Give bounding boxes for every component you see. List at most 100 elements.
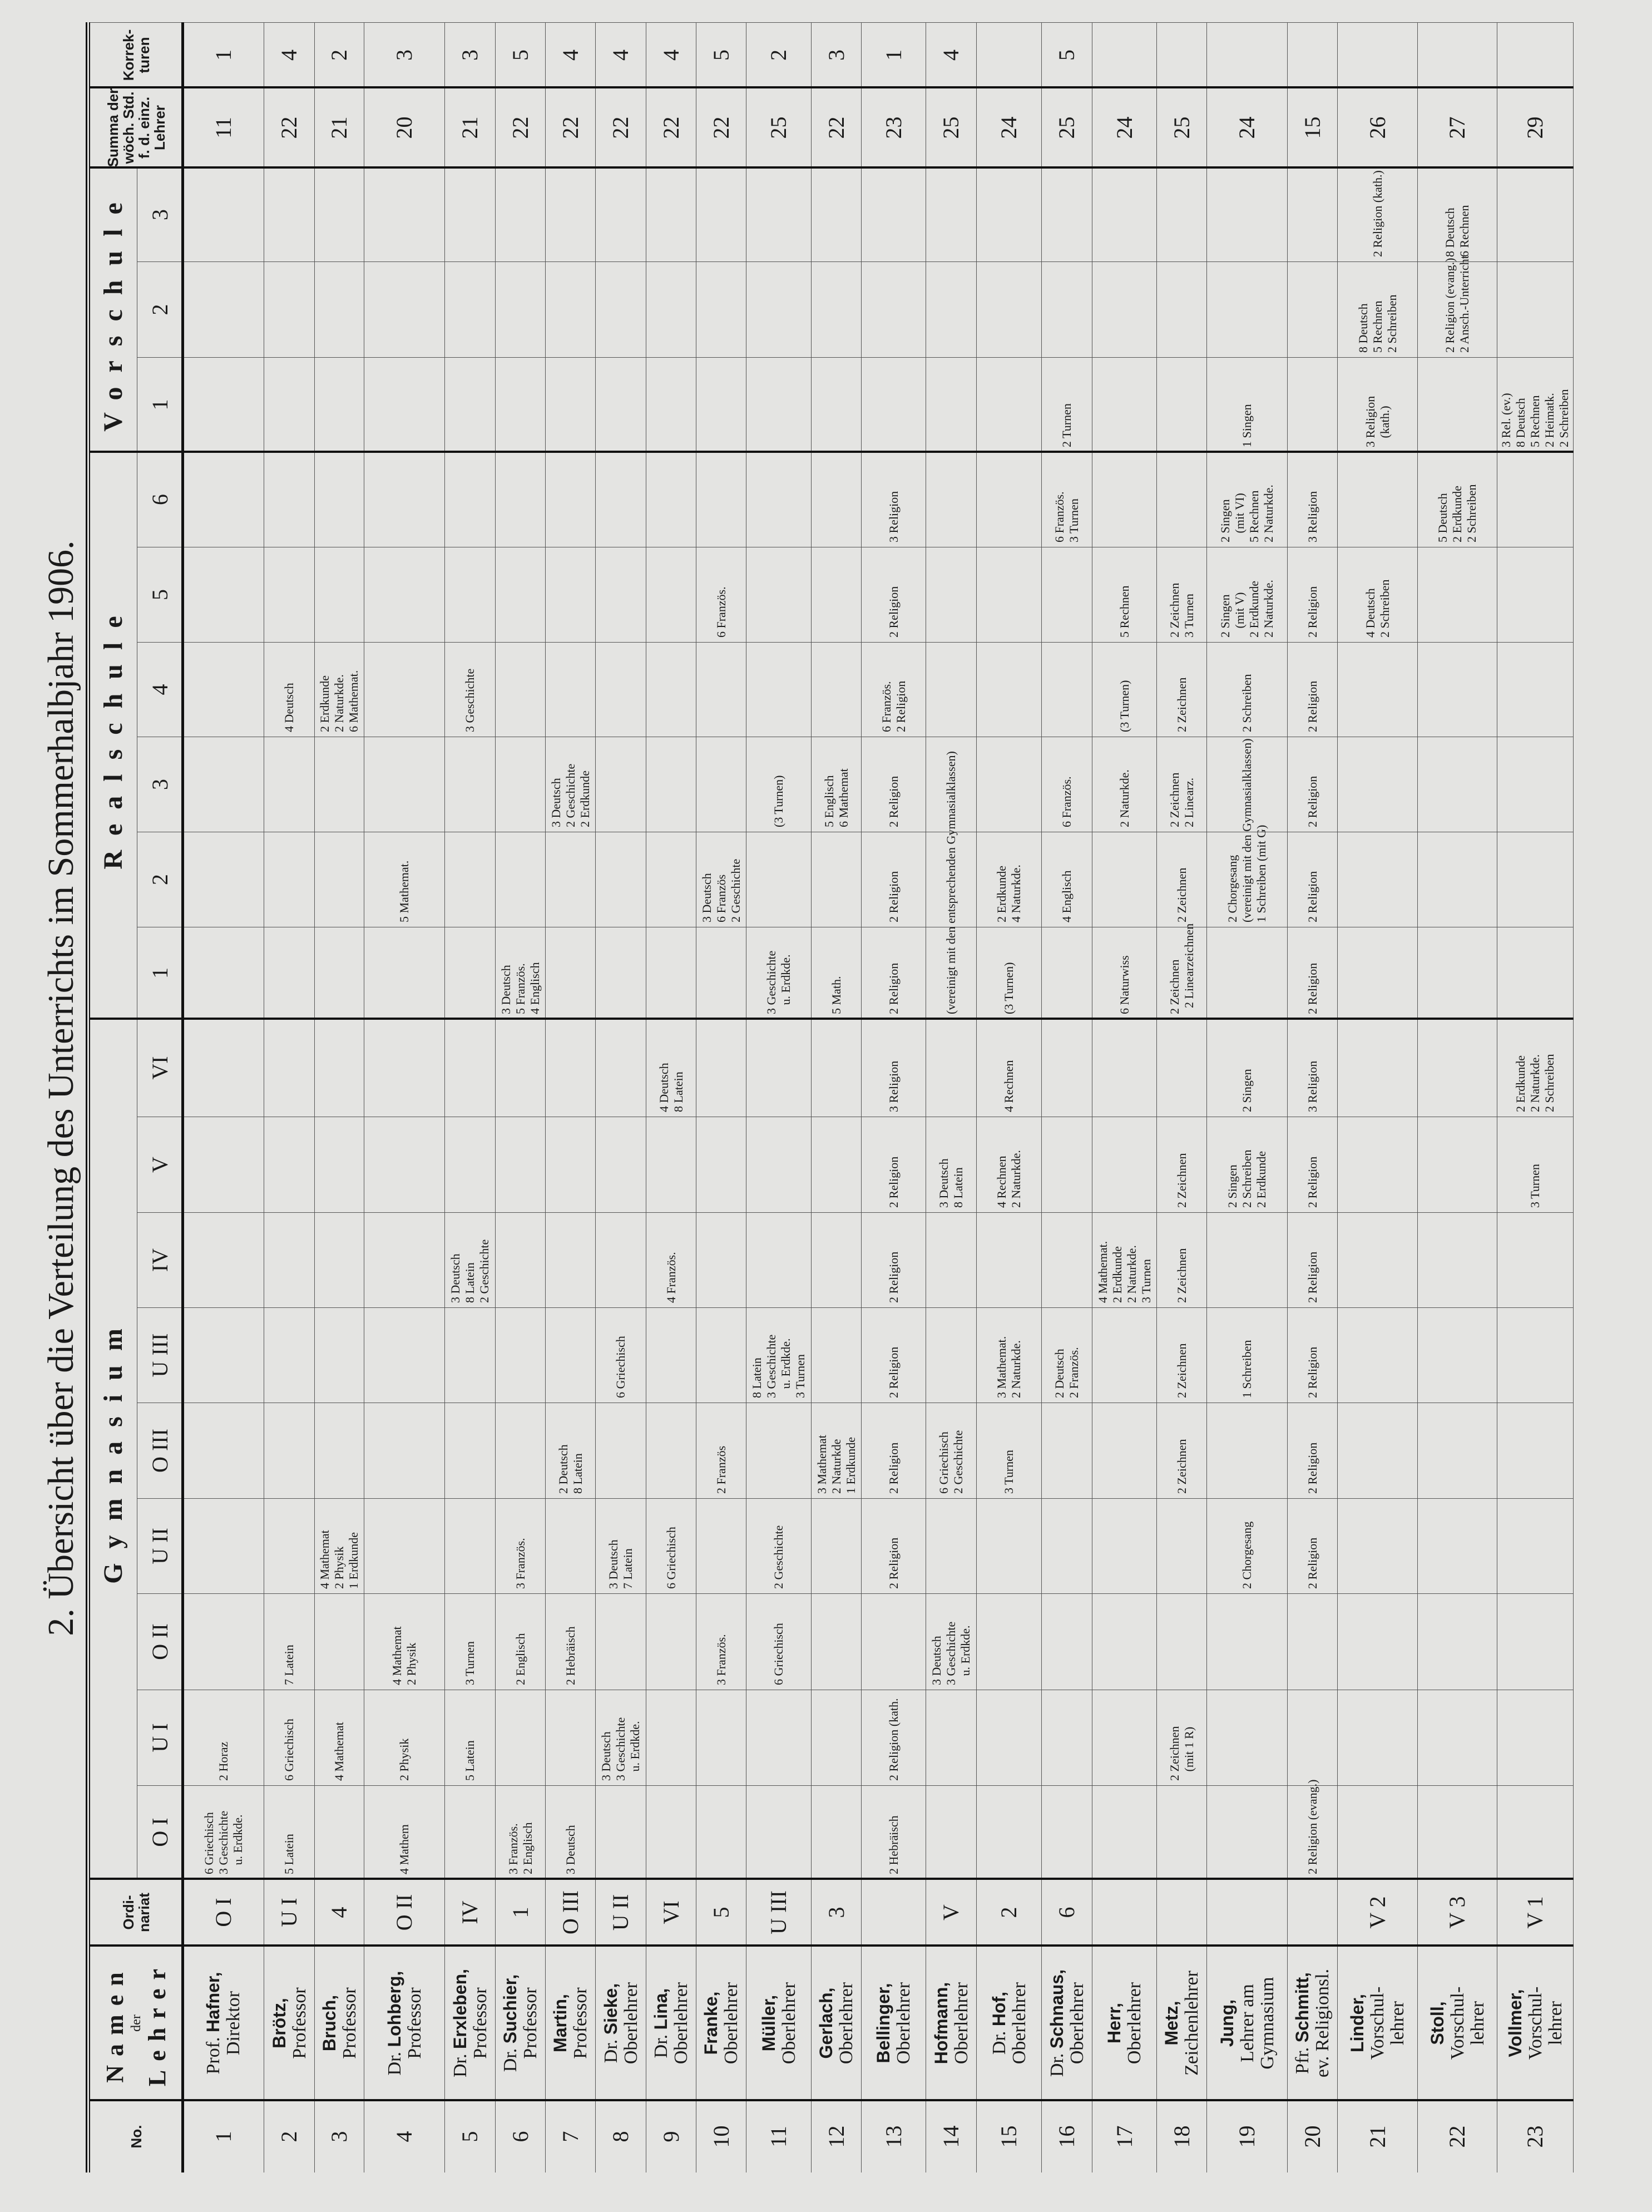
lesson-cell-v-text: 3 Turnen [1528,1164,1542,1208]
lesson-cell-oiii [1418,1403,1497,1498]
row-number-text: 12 [823,2125,849,2148]
surname: Hafner, [203,1972,223,2032]
lesson-cell-uii [1042,1498,1092,1593]
ordinariat-cell [1092,1879,1157,1946]
lesson-cell-vi [546,1019,596,1117]
lesson-cell-r6: 5 Deutsch 2 Erdkunde 2 Schreiben [1418,452,1497,547]
lesson-cell-r5 [445,547,496,642]
lesson-cell-r3-text: 5 Englisch 6 Mathemat [822,768,850,827]
column-divider [90,451,1574,453]
corrections-count-text: 4 [608,50,633,61]
lesson-cell-uii-text: 3 Französ. [513,1538,527,1589]
lesson-cell-oii: 2 Englisch [496,1593,546,1690]
lesson-cell-oii [812,1593,862,1690]
lesson-cell-v3 [183,167,264,261]
lesson-cell-r2 [496,832,546,927]
ordinariat-cell [1288,1879,1338,1946]
surname: Linder, [1347,1994,1367,2052]
header-korrekturen: Korrek- turen [90,22,183,87]
lesson-cell-v1 [364,357,445,452]
lesson-cell-r3 [646,737,696,832]
lesson-cell-r3-text: 2 Zeichnen 2 Linearz. [1167,772,1196,827]
lesson-cell-uiii: 8 Latein 3 Geschichte u. Erdkde. 3 Turne… [746,1307,812,1403]
lesson-cell-uiii-text: 6 Griechisch [614,1336,627,1398]
lesson-cell-v3 [1207,167,1288,261]
lesson-cell-r6-text: 3 Religion [1305,491,1319,542]
ordinariat-cell-text: U I [276,1898,301,1927]
lesson-cell-v3 [445,167,496,261]
teacher-role: Oberlehrer [1124,1982,1145,2065]
ordinariat-cell: 3 [812,1879,862,1946]
lesson-cell-oii [183,1593,264,1690]
lesson-cell-uii [264,1498,315,1593]
header-class-v3-text: 3 [147,209,172,220]
lesson-cell-r5 [264,547,315,642]
weekly-hours-sum-text: 15 [1299,116,1325,139]
ordinariat-cell-text: VI [658,1900,684,1924]
header-class-vi: VI [137,1019,183,1117]
surname: Gerlach, [816,1987,836,2059]
lesson-cell-uii [926,1498,977,1593]
lesson-cell-uiii [1338,1307,1418,1403]
lesson-cell-oiii: 3 Turnen [977,1403,1042,1498]
lesson-cell-uii-text: 6 Griechisch [664,1527,678,1589]
header-class-r1-text: 1 [147,967,172,979]
lesson-cell-uii: 3 Französ. [496,1498,546,1593]
lesson-cell-r5 [977,547,1042,642]
lesson-cell-v3 [546,167,596,261]
lesson-cell-oi [445,1785,496,1879]
teacher-name-line: Brötz, [269,1998,290,2048]
lesson-cell-uii [1497,1498,1574,1593]
lesson-cell-r4 [746,642,812,737]
corrections-count [1418,22,1497,87]
weekly-hours-sum: 24 [1207,87,1288,167]
header-rule [181,22,184,2172]
teacher-name-line: Dr. Suchier, [500,1974,521,2072]
lesson-cell-v3 [1157,167,1207,261]
weekly-hours-sum-text: 22 [608,116,633,139]
lesson-cell-v1: 1 Singen [1207,357,1288,452]
lesson-cell-r6-text: 6 Französ. 3 Turnen [1052,491,1081,542]
ordinariat-cell: 5 [696,1879,746,1946]
lesson-cell-r4-text: (3 Turnen) [1117,680,1131,732]
lesson-cell-r2: 2 Religion [1288,832,1338,927]
lesson-cell-r2 [546,832,596,927]
lesson-cell-oi-text: 3 Französ. 2 Englisch [506,1822,535,1875]
lesson-cell-r4: 2 Religion [1288,642,1338,737]
row-number: 8 [596,2100,646,2172]
lesson-cell-v [1418,1117,1497,1212]
ordinariat-cell-text: 6 [1054,1907,1079,1918]
header-class-uiii-text: U III [147,1333,172,1377]
lesson-cell-oii [1418,1593,1497,1690]
lesson-cell-oiii: 2 Deutsch 8 Latein [546,1403,596,1498]
lesson-cell-r4 [812,642,862,737]
lesson-cell-v2 [496,261,546,357]
corrections-count [1497,22,1574,87]
lesson-cell-ui [746,1690,812,1785]
lesson-cell-r1 [1338,927,1418,1019]
lesson-cell-r2 [183,832,264,927]
lesson-cell-oii-text: 3 Französ. [714,1634,728,1685]
lesson-cell-r3: 2 Zeichnen 2 Linearz. [1157,737,1207,832]
header-realschule: Realschule [90,452,137,1019]
lesson-cell-uii [977,1498,1042,1593]
lesson-cell-r6 [183,452,264,547]
lesson-cell-uiii-text: 2 Deutsch 2 Französ. [1052,1347,1081,1398]
lesson-cell-oii [1157,1593,1207,1690]
lesson-cell-v2 [977,261,1042,357]
lesson-cell-r4 [364,642,445,737]
lesson-cell-ui-text: 6 Griechisch [282,1719,296,1781]
lesson-cell-r3 [1497,737,1574,832]
lesson-cell-vi-text: 2 Singen [1240,1069,1254,1112]
lesson-cell-vi [445,1019,496,1117]
lesson-cell-uii: 4 Mathemat 2 Physik 1 Erdkunde [315,1498,364,1593]
lesson-cell-v1 [926,357,977,452]
teacher-name: Dr. Schnaus, Oberlehrer [1042,1946,1092,2100]
lesson-cell-iv-text: 2 Religion [1305,1251,1319,1303]
header-class-vi-text: VI [147,1056,172,1080]
lesson-cell-oii [862,1593,926,1690]
weekly-hours-sum-text: 21 [457,116,482,139]
lesson-cell-iv: 3 Deutsch 8 Latein 2 Geschichte [445,1212,496,1307]
row-number: 2 [264,2100,315,2172]
lesson-cell-r5-text: 2 Religion [886,586,901,638]
